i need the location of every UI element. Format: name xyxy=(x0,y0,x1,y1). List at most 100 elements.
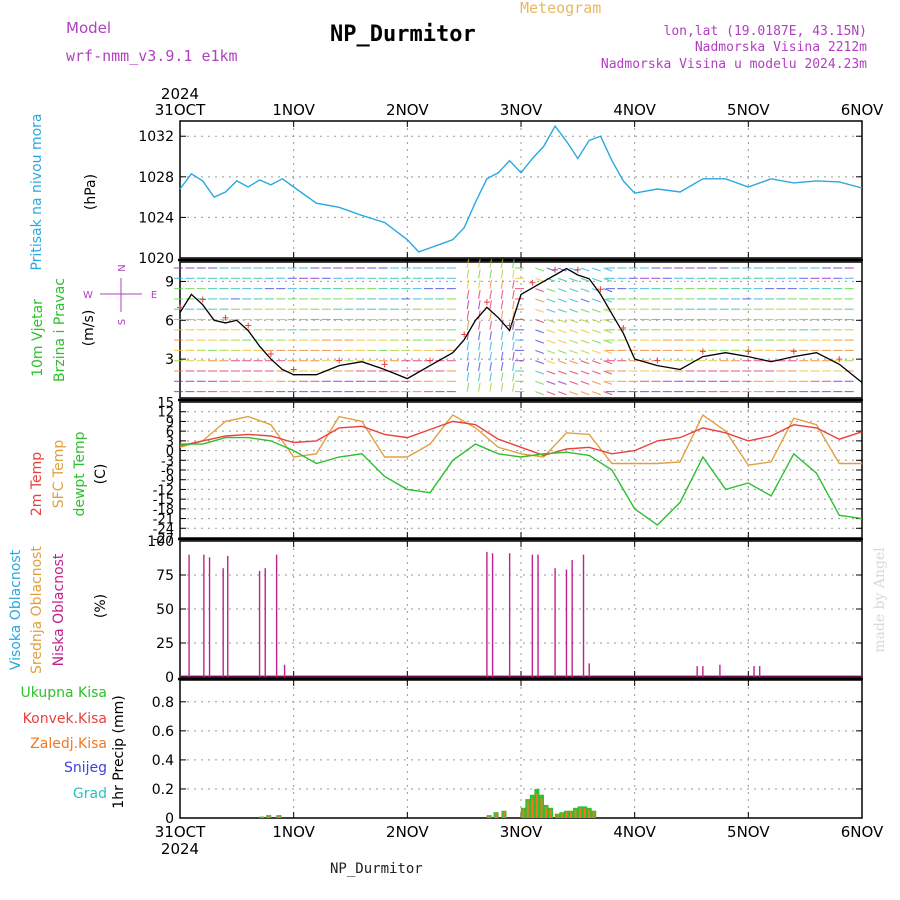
wind-barb xyxy=(580,370,590,375)
wind-gust-mark xyxy=(574,266,581,273)
wind-barb xyxy=(603,298,613,303)
x-tick-label-top: 5NOV xyxy=(727,101,770,119)
compass-north-label: N xyxy=(117,264,128,271)
wind-barb xyxy=(512,351,515,361)
wind-barb xyxy=(603,329,613,334)
wind-gust-mark xyxy=(620,325,627,332)
wind-barb xyxy=(546,370,556,375)
wind-barb xyxy=(546,308,556,313)
wind-barb xyxy=(535,277,545,282)
y-tick-label: 6 xyxy=(166,425,174,440)
wind-barb xyxy=(477,289,481,299)
precip-conv-bar xyxy=(574,809,577,818)
wind-barb xyxy=(569,267,579,272)
y-tick-label: -9 xyxy=(161,474,174,489)
wind-barb xyxy=(489,259,493,269)
wind-barb xyxy=(535,288,545,293)
wind-barb xyxy=(557,380,567,385)
wind-barb xyxy=(592,308,601,313)
y-tick-label: 6 xyxy=(165,313,174,329)
wind-barb xyxy=(500,362,504,372)
wind-barb xyxy=(466,351,470,361)
x-tick-label-top: 3NOV xyxy=(500,101,543,119)
wind-barb xyxy=(477,341,481,351)
wind-barb xyxy=(557,277,567,282)
wind-barb xyxy=(580,277,590,282)
wind-gust-mark xyxy=(267,350,274,357)
wind-barb xyxy=(477,351,481,361)
wind-barb xyxy=(477,259,481,269)
wind-gust-mark xyxy=(427,357,434,364)
wind-barb xyxy=(603,339,613,344)
wind-barb xyxy=(489,300,493,310)
wind-barb xyxy=(580,360,590,365)
wind-barb xyxy=(580,308,590,313)
wind-barb xyxy=(569,370,579,375)
precip-conv-bar xyxy=(535,793,538,818)
wind-barb xyxy=(466,372,470,382)
x-tick-label-bottom: 5NOV xyxy=(727,823,770,841)
wind-barb xyxy=(546,339,556,344)
wind-barb xyxy=(466,341,470,351)
wind-barb xyxy=(557,298,567,303)
y-tick-label: -12 xyxy=(153,483,174,498)
wind-barb xyxy=(489,331,493,341)
x-year-label-top: 2024 xyxy=(161,85,199,103)
y-tick-label: 12 xyxy=(157,406,174,421)
wind-barb xyxy=(592,339,601,344)
wind-barb xyxy=(557,329,567,334)
wind-barb xyxy=(546,391,556,396)
precip-conv-bar xyxy=(549,809,552,818)
precip-conv-bar xyxy=(592,811,595,818)
wind-barb xyxy=(569,391,579,396)
x-year-label-bottom: 2024 xyxy=(161,840,199,858)
wind-barb xyxy=(580,349,590,354)
wind-barb xyxy=(603,277,613,282)
y-tick-label: 3 xyxy=(165,352,174,368)
wind-barb xyxy=(489,289,493,299)
wind-barb xyxy=(603,360,613,365)
wind-barb xyxy=(557,360,567,365)
wind-barb xyxy=(500,351,504,361)
wind-gust-mark xyxy=(745,348,752,355)
wind-barb xyxy=(580,318,590,324)
wind-barb xyxy=(592,349,601,354)
wind-barb xyxy=(500,269,504,279)
wind-barb xyxy=(489,269,493,279)
precip-conv-bar xyxy=(579,808,582,818)
wind-speed-line xyxy=(179,267,863,384)
y-tick-label: -27 xyxy=(153,532,174,547)
wind-barb xyxy=(512,259,515,269)
x-tick-label-bottom: 4NOV xyxy=(613,823,656,841)
frozen-rain-label: Zaledj.Kisa xyxy=(30,736,107,752)
wind-barb xyxy=(569,288,579,293)
y-tick-label: 0.2 xyxy=(152,782,174,798)
precip-conv-bar xyxy=(588,809,591,818)
wind-barb xyxy=(535,370,545,375)
y-tick-label: -18 xyxy=(153,503,174,518)
wind-barb xyxy=(477,362,481,372)
precip-conv-bar xyxy=(570,811,573,818)
wind-barb xyxy=(466,320,470,330)
footer-station: NP_Durmitor xyxy=(330,861,423,877)
wind-barb xyxy=(569,339,579,344)
y-tick-label: 15 xyxy=(157,396,174,411)
wind-gust-mark xyxy=(177,304,183,311)
x-tick-label-top: 4NOV xyxy=(613,101,656,119)
station-elevation: Nadmorska Visina 2212m xyxy=(694,40,867,55)
wind-barb xyxy=(603,380,613,385)
panel-frame xyxy=(179,679,863,819)
wind-barb xyxy=(477,372,481,382)
wind-barb xyxy=(557,308,567,313)
wind-barb xyxy=(546,288,556,293)
wind-barb xyxy=(592,288,601,293)
x-tick-label-bottom: 3NOV xyxy=(500,823,543,841)
precip-conv-bar xyxy=(526,801,529,818)
wind-barb xyxy=(466,279,470,289)
rain-total-label: Ukupna Kisa xyxy=(20,685,107,701)
wind-barb xyxy=(512,382,515,392)
wind-barb xyxy=(569,349,579,354)
wind-barb xyxy=(546,298,556,303)
wind-barb xyxy=(466,310,470,320)
